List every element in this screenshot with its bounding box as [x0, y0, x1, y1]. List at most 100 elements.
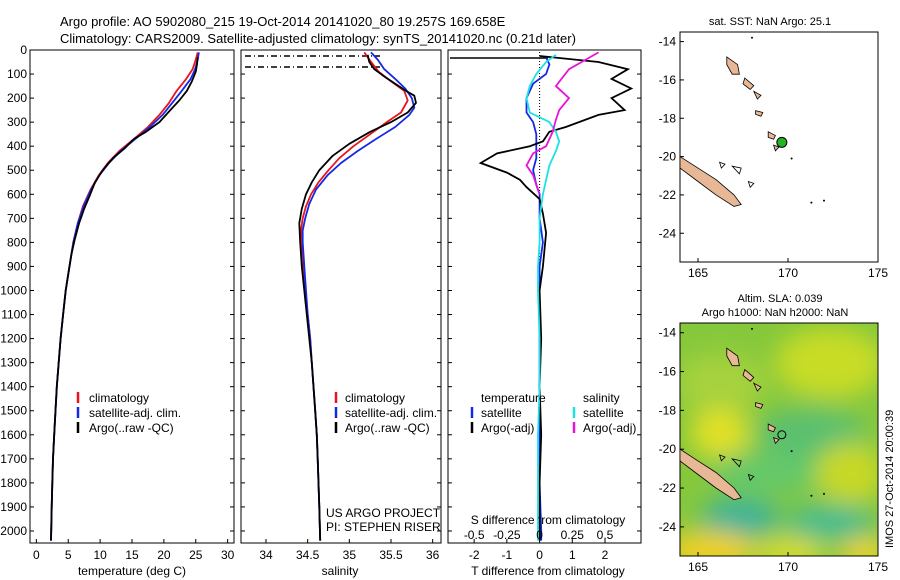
salinity-line-argo-raw-qc--2: [298, 54, 417, 541]
sst-map-ytick-label-4: -22: [659, 188, 677, 202]
difference-xtick-label-1: -1: [502, 548, 513, 562]
difference-xlabel: T difference from climatology: [471, 564, 625, 578]
difference-plot-frame: [447, 49, 642, 544]
sst-map-ytick-label-5: -24: [659, 226, 677, 240]
sla-map-loyalty-island-0: [731, 458, 742, 468]
sla-map-reef-2: [810, 494, 813, 497]
depth-tick-label-3: 300: [7, 115, 27, 129]
sst-map-xtick-label-0: 165: [688, 266, 708, 280]
difference-xtick-label-4: 2: [602, 548, 609, 562]
temperature-xtick-label-4: 20: [157, 548, 171, 562]
sla-map-panel: Altim. SLA: 0.039 Argo h1000: NaN h2000:…: [659, 293, 889, 574]
temperature-xlabel: temperature (deg C): [78, 564, 186, 578]
depth-tick-label-19: 1900: [0, 500, 27, 514]
sst-map-vanuatu-island-2: [752, 90, 762, 100]
sst-map-title: sat. SST: NaN Argo: 25.1: [709, 16, 831, 28]
temperature-series: [50, 52, 200, 541]
sst-map-vanuatu-island-1: [742, 77, 755, 91]
sla-map-axis-ticks: 165 170 175 -14 -16 -18 -20 -22 -24: [659, 326, 889, 574]
sst-map-vanuatu-island-5: [772, 144, 780, 152]
sst-map-ytick-label-3: -20: [659, 150, 677, 164]
salinity-surface-markers: [245, 55, 380, 68]
depth-tick-label-5: 500: [7, 163, 27, 177]
difference-xtick-label-2: 0: [536, 548, 543, 562]
salinity-plot-frame: [240, 49, 442, 544]
sla-map-argo-marker: [777, 430, 787, 440]
sla-map-vanuatu-island-5: [772, 436, 780, 445]
depth-tick-label-14: 1400: [0, 380, 27, 394]
sla-map-vanuatu-island-4: [767, 423, 776, 433]
sla-field-image: [680, 323, 878, 556]
sla-map-coastlines: [679, 327, 825, 501]
sla-map-reef-0: [751, 327, 753, 330]
sst-map-xtick-label-1: 170: [778, 266, 798, 280]
depth-tick-label-6: 600: [7, 187, 27, 201]
sla-map-ytick-label-0: -14: [659, 326, 677, 340]
sla-map-xtick-label-2: 175: [868, 560, 888, 574]
temperature-xtick-label-1: 5: [65, 548, 72, 562]
sst-map-ytick-label-0: -14: [659, 35, 677, 49]
salinity-xtick-label-0: 34: [259, 548, 273, 562]
depth-tick-label-10: 1000: [0, 283, 27, 297]
sla-map-ytick-label-2: -18: [659, 403, 677, 417]
sla-map-ytick-label-4: -22: [659, 481, 677, 495]
depth-tick-label-2: 200: [7, 91, 27, 105]
difference-legend: temperature salinity satellite Argo(-adj…: [470, 391, 636, 435]
sla-map-xtick-label-0: 165: [688, 560, 708, 574]
depth-tick-label-8: 800: [7, 235, 27, 249]
difference-line-salinity-3: [525, 51, 599, 195]
temperature-xtick-label-2: 10: [93, 548, 107, 562]
depth-tick-label-7: 700: [7, 211, 27, 225]
sla-map-vanuatu-island-1: [742, 368, 755, 382]
sst-map-reef-0: [751, 36, 753, 39]
temperature-xtick-label-0: 0: [33, 548, 40, 562]
sla-map-title-line1: Altim. SLA: 0.039: [738, 293, 823, 305]
temperature-line-satellite-adj-clim--1: [50, 52, 200, 541]
sst-map-xtick-label-2: 175: [868, 266, 888, 280]
sla-map-ytick-label-1: -16: [659, 365, 677, 379]
difference-line-salinity-2: [525, 54, 561, 541]
depth-tick-label-12: 1200: [0, 332, 27, 346]
sst-map-reef-3: [823, 199, 825, 202]
legend-temperature-title: temperature: [481, 391, 546, 405]
sla-map-frame: [679, 322, 879, 557]
project-label: US ARGO PROJECT: [326, 506, 441, 520]
figure-title-line1: Argo profile: AO 5902080_215 19-Oct-2014…: [60, 14, 506, 29]
difference-xlabel-top: S difference from climatology: [471, 513, 626, 527]
temperature-panel: 0 5 10 15 20 25 300100200300400500600700800900…: [0, 43, 234, 578]
salinity-difference-tick-label-4: 0.5: [597, 528, 614, 542]
temperature-legend: climatology satellite-adj. clim. Argo(..…: [76, 391, 181, 435]
salinity-axis-ticks: 34 34.5 35 35.5 36: [241, 49, 441, 562]
sst-map-axis-ticks: 165 170 175 -14 -16 -18 -20 -22 -24: [659, 35, 889, 280]
sal-legend-argo-label: Argo(..raw -QC): [345, 421, 430, 435]
sst-map-frame: [679, 31, 879, 263]
sst-map-ytick-label-2: -18: [659, 111, 677, 125]
sst-map-coastlines: [679, 36, 825, 207]
temperature-line-climatology-0: [50, 52, 199, 541]
pi-label: PI: STEPHEN RISER: [326, 520, 441, 534]
depth-tick-label-18: 1800: [0, 476, 27, 490]
depth-tick-label-1: 100: [7, 67, 27, 81]
sla-map-vanuatu-island-0: [726, 347, 740, 367]
temperature-xtick-label-5: 25: [189, 548, 203, 562]
sst-map-loyalty-island-2: [718, 161, 726, 169]
sst-map-reef-2: [810, 201, 813, 204]
legend-climatology-label: climatology: [89, 391, 149, 405]
legend-salinity-title: salinity: [583, 391, 620, 405]
depth-tick-label-15: 1500: [0, 404, 27, 418]
salinity-xtick-label-1: 34.5: [296, 548, 320, 562]
legend-argo-label: Argo(..raw -QC): [89, 421, 174, 435]
depth-tick-label-4: 400: [7, 139, 27, 153]
sst-map-loyalty-island-0: [731, 165, 742, 175]
imos-timestamp: IMOS 27-Oct-2014 20:00:39: [884, 410, 896, 548]
difference-xtick-label-0: -2: [469, 548, 480, 562]
sst-map-vanuatu-island-0: [726, 56, 740, 75]
sla-map-loyalty-island-2: [718, 454, 726, 462]
sla-map-reef-1: [790, 450, 793, 453]
salinity-xtick-label-3: 35.5: [379, 548, 403, 562]
sst-map-argo-marker: [776, 136, 788, 148]
sst-map-ytick-label-1: -16: [659, 73, 677, 87]
salinity-difference-tick-label-3: 0.25: [561, 528, 585, 542]
difference-axis-ticks: -2 -1 0 1 2: [448, 49, 641, 562]
sst-map-panel: sat. SST: NaN Argo: 25.1 165 170 175 -14 -16…: [659, 16, 889, 280]
